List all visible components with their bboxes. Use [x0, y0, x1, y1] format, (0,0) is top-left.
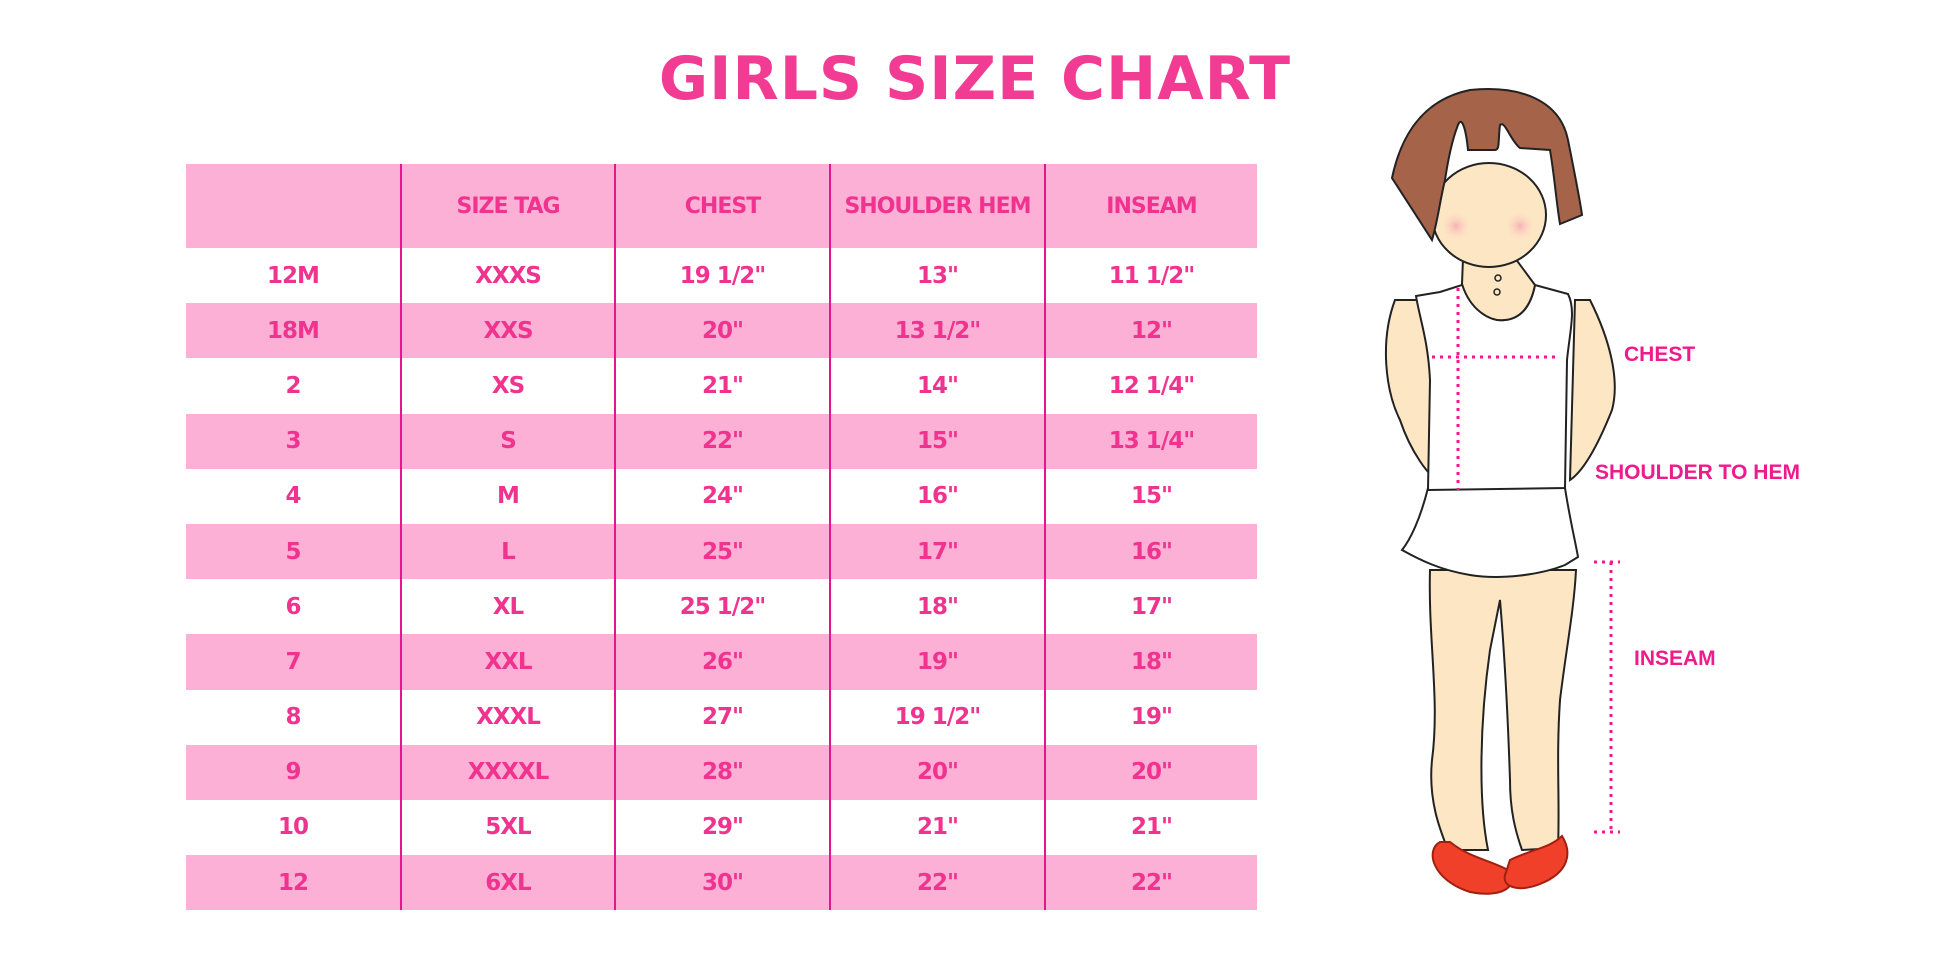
table-cell: 21" [829, 799, 1044, 856]
table-cell: 25" [614, 523, 829, 580]
column-header: SIZE TAG [400, 164, 614, 248]
table-cell: XXL [400, 634, 614, 690]
table-cell: 28" [614, 744, 829, 800]
table-cell: XS [400, 358, 614, 414]
table-row: 2 XS 21" 14" 12 1/4" [186, 358, 1257, 414]
table-cell: 6XL [400, 855, 614, 911]
table-cell: XXXL [400, 689, 614, 745]
table-cell: 17" [1044, 579, 1257, 635]
table-row: 10 5XL 29" 21" 21" [186, 799, 1257, 856]
table-cell: 19" [1044, 689, 1257, 745]
table-cell: 13 1/4" [1044, 413, 1257, 469]
table-cell: 8 [285, 704, 301, 731]
table-cell: 20" [829, 744, 1044, 800]
chest-label: CHEST [1624, 343, 1696, 366]
table-row: 5 L 25" 17" 16" [186, 523, 1257, 580]
table-cell: 12 [277, 869, 309, 896]
table-cell: 26" [614, 634, 829, 690]
legs [1428, 569, 1578, 852]
girl-illustration [1384, 88, 1620, 895]
size-table: SIZE TAG CHEST SHOULDER HEM INSEAM 12M XXXS 19… [186, 164, 1257, 911]
table-cell: XXXS [400, 248, 614, 304]
table-row: 9 XXXXL 28" 20" 20" [186, 744, 1257, 800]
table-row: 6 XL 25 1/2" 18" 17" [186, 579, 1257, 635]
table-cell: 21" [1044, 799, 1257, 856]
table-cell: 22" [829, 855, 1044, 911]
table-cell: 22" [614, 413, 829, 469]
page-title: GIRLS SIZE CHART [0, 44, 1946, 114]
table-cell: 18" [1044, 634, 1257, 690]
table-cell: 6 [285, 593, 301, 620]
table-cell: 11 1/2" [1044, 248, 1257, 304]
table-cell: 14" [829, 358, 1044, 414]
table-cell: 27" [614, 689, 829, 745]
shoe-left [1431, 841, 1513, 895]
table-cell: 9 [285, 759, 301, 786]
table-cell: L [400, 523, 614, 580]
table-row: 12 6XL 30" 22" 22" [186, 855, 1257, 911]
table-cell: 19" [829, 634, 1044, 690]
table-cell: 24" [614, 468, 829, 524]
table-cell: 12M [267, 262, 320, 289]
table-row: 18M XXS 20" 13 1/2" 12" [186, 303, 1257, 359]
table-cell: XXXXL [400, 744, 614, 800]
table-cell: XXS [400, 303, 614, 359]
shoulder-to-hem-label: SHOULDER TO HEM [1595, 461, 1800, 484]
table-cell: 4 [285, 483, 301, 510]
table-cell: 5 [285, 538, 301, 565]
table-cell: 13" [829, 248, 1044, 304]
table-cell: 29" [614, 799, 829, 856]
table-row: 7 XXL 26" 19" 18" [186, 634, 1257, 690]
table-cell: 17" [829, 523, 1044, 580]
title-text: GIRLS SIZE CHART [658, 44, 1292, 114]
table-cell: 2 [285, 372, 301, 399]
table-cell: 30" [614, 855, 829, 911]
table-cell: 7 [285, 648, 301, 675]
inseam-label: INSEAM [1634, 647, 1716, 670]
table-cell: 5XL [400, 799, 614, 856]
table-cell: 15" [1044, 468, 1257, 524]
table-cell: 12" [1044, 303, 1257, 359]
table-cell: XL [400, 579, 614, 635]
table-cell: 10 [277, 814, 309, 841]
table-cell: 25 1/2" [614, 579, 829, 635]
table-cell: 21" [614, 358, 829, 414]
table-cell: 20" [1044, 744, 1257, 800]
table-cell: 3 [285, 428, 301, 455]
table-row: 8 XXXL 27" 19 1/2" 19" [186, 689, 1257, 745]
table-cell: 19 1/2" [614, 248, 829, 304]
table-cell: 20" [614, 303, 829, 359]
table-cell: 13 1/2" [829, 303, 1044, 359]
table-header-row: SIZE TAG CHEST SHOULDER HEM INSEAM [186, 164, 1257, 248]
table-cell: 16" [829, 468, 1044, 524]
table-cell: 16" [1044, 523, 1257, 580]
table-cell: S [400, 413, 614, 469]
table-row: 3 S 22" 15" 13 1/4" [186, 413, 1257, 469]
column-header: INSEAM [1044, 164, 1257, 248]
table-cell: 18" [829, 579, 1044, 635]
shoe-right [1503, 834, 1569, 890]
skirt [1400, 487, 1580, 578]
table-cell: 19 1/2" [829, 689, 1044, 745]
table-cell: 15" [829, 413, 1044, 469]
table-row: 4 M 24" 16" 15" [186, 468, 1257, 524]
column-header: SHOULDER HEM [829, 164, 1044, 248]
column-header: CHEST [614, 164, 829, 248]
table-cell: 12 1/4" [1044, 358, 1257, 414]
hair [1390, 88, 1584, 243]
table-cell: M [400, 468, 614, 524]
table-cell: 18M [267, 317, 320, 344]
table-cell: 22" [1044, 855, 1257, 911]
table-row: 12M XXXS 19 1/2" 13" 11 1/2" [186, 248, 1257, 304]
column-header [186, 164, 400, 248]
